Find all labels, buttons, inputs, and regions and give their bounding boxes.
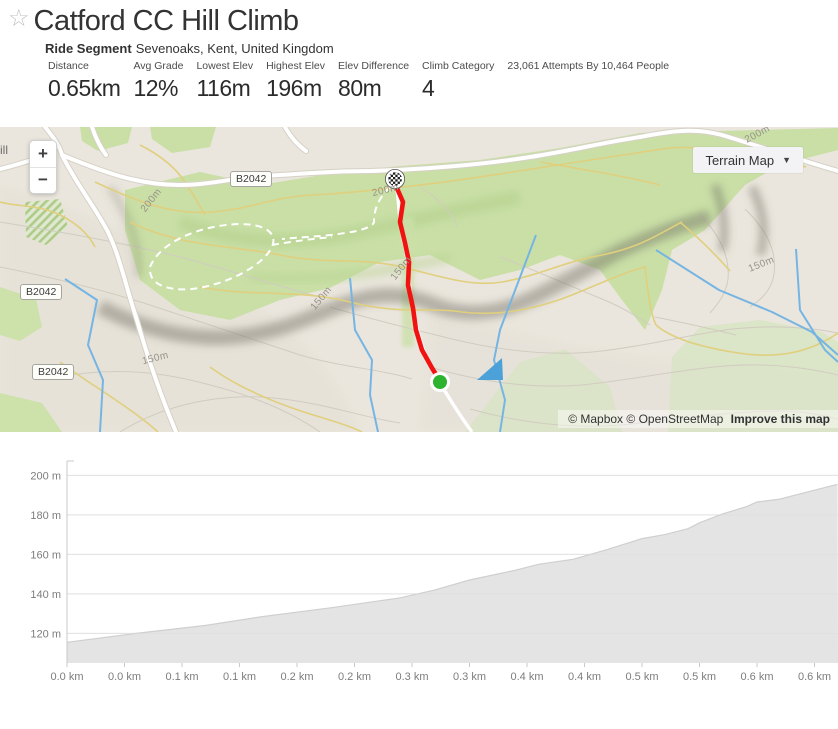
mapbox-link[interactable]: © Mapbox	[568, 412, 624, 426]
stat-value: 80m	[338, 75, 382, 101]
stat-label: Avg Grade	[133, 60, 184, 72]
stat-item: Climb Category 4	[422, 60, 494, 102]
segment-subtitle: Ride Segment Sevenoaks, Kent, United King…	[45, 41, 334, 56]
stat-value: 0.65km	[48, 75, 121, 101]
svg-text:0.3 km: 0.3 km	[395, 671, 428, 683]
svg-text:180 m: 180 m	[30, 510, 61, 522]
svg-text:0.4 km: 0.4 km	[510, 671, 543, 683]
road-label: B2042	[230, 171, 273, 187]
segment-location: Sevenoaks, Kent, United Kingdom	[135, 41, 334, 56]
stat-item: Elev Difference 80m	[338, 60, 409, 102]
stat-value: 12%	[133, 75, 178, 101]
stat-label: Distance	[48, 60, 89, 72]
map-attribution: © Mapbox © OpenStreetMap Improve this ma…	[558, 410, 838, 428]
stat-item: Avg Grade 12%	[133, 60, 183, 102]
map-placename-cutoff: ill	[0, 143, 8, 157]
star-favorite-button[interactable]: ☆	[8, 5, 30, 32]
zoom-divider	[30, 166, 56, 168]
stat-item: Highest Elev 196m	[266, 60, 325, 102]
svg-text:0.2 km: 0.2 km	[338, 671, 371, 683]
zoom-out-button[interactable]: −	[30, 167, 56, 193]
svg-text:0.1 km: 0.1 km	[165, 671, 198, 683]
svg-text:200 m: 200 m	[30, 470, 61, 482]
stat-label: Lowest Elev	[196, 60, 254, 72]
start-marker	[430, 372, 450, 392]
improve-map-link[interactable]: Improve this map	[730, 412, 830, 426]
segment-type: Ride Segment	[45, 41, 132, 56]
stats-row: Distance 0.65km Avg Grade 12% Lowest Ele…	[48, 60, 682, 102]
osm-link[interactable]: © OpenStreetMap	[626, 412, 724, 426]
svg-text:0.1 km: 0.1 km	[223, 671, 256, 683]
stat-item: 23,061 Attempts By 10,464 People	[507, 60, 669, 75]
map-zoom-control: + −	[29, 140, 57, 194]
terrain-basemap	[0, 127, 838, 432]
svg-text:0.2 km: 0.2 km	[280, 671, 313, 683]
svg-text:120 m: 120 m	[30, 628, 61, 640]
stat-label: 23,061 Attempts By 10,464 People	[507, 60, 670, 72]
svg-text:140 m: 140 m	[30, 589, 61, 601]
stat-item: Distance 0.65km	[48, 60, 121, 102]
map-style-label: Terrain Map	[705, 152, 775, 168]
stat-label: Climb Category	[422, 60, 495, 72]
svg-text:0.5 km: 0.5 km	[625, 671, 658, 683]
stat-value: 4	[422, 75, 435, 101]
stat-label: Highest Elev	[266, 60, 326, 72]
road-label: B2042	[20, 284, 63, 300]
page-title: Catford CC Hill Climb	[33, 5, 300, 37]
elevation-profile-chart[interactable]: 200 m 180 m 160 m 140 m 120 m 0.0 km 0.0 km 0.1…	[0, 450, 838, 695]
svg-text:0.6 km: 0.6 km	[740, 671, 773, 683]
svg-text:0.3 km: 0.3 km	[453, 671, 486, 683]
svg-text:0.5 km: 0.5 km	[683, 671, 716, 683]
road-label: B2042	[32, 364, 75, 380]
zoom-in-button[interactable]: +	[30, 141, 56, 167]
chevron-down-icon: ▼	[782, 155, 791, 165]
segment-route	[393, 183, 443, 384]
svg-text:0.6 km: 0.6 km	[798, 671, 831, 683]
svg-text:0.0 km: 0.0 km	[108, 671, 141, 683]
svg-text:0.0 km: 0.0 km	[50, 671, 83, 683]
map-canvas[interactable]: ill + − Terrain Map ▼ B2042 B2042 B2042 …	[0, 127, 838, 432]
stat-value: 116m	[196, 75, 251, 101]
elevation-chart-canvas: 200 m 180 m 160 m 140 m 120 m 0.0 km 0.0 km 0.1…	[30, 460, 838, 683]
svg-text:160 m: 160 m	[30, 549, 61, 561]
svg-text:0.4 km: 0.4 km	[568, 671, 601, 683]
stat-value: 196m	[266, 75, 322, 101]
map-style-dropdown[interactable]: Terrain Map ▼	[693, 147, 803, 173]
stat-label: Elev Difference	[338, 60, 410, 72]
segment-header: ☆ Catford CC Hill Climb Ride Segment Seve…	[0, 0, 838, 120]
pond	[477, 358, 503, 380]
stat-item: Lowest Elev 116m	[196, 60, 253, 102]
finish-marker	[384, 169, 405, 190]
